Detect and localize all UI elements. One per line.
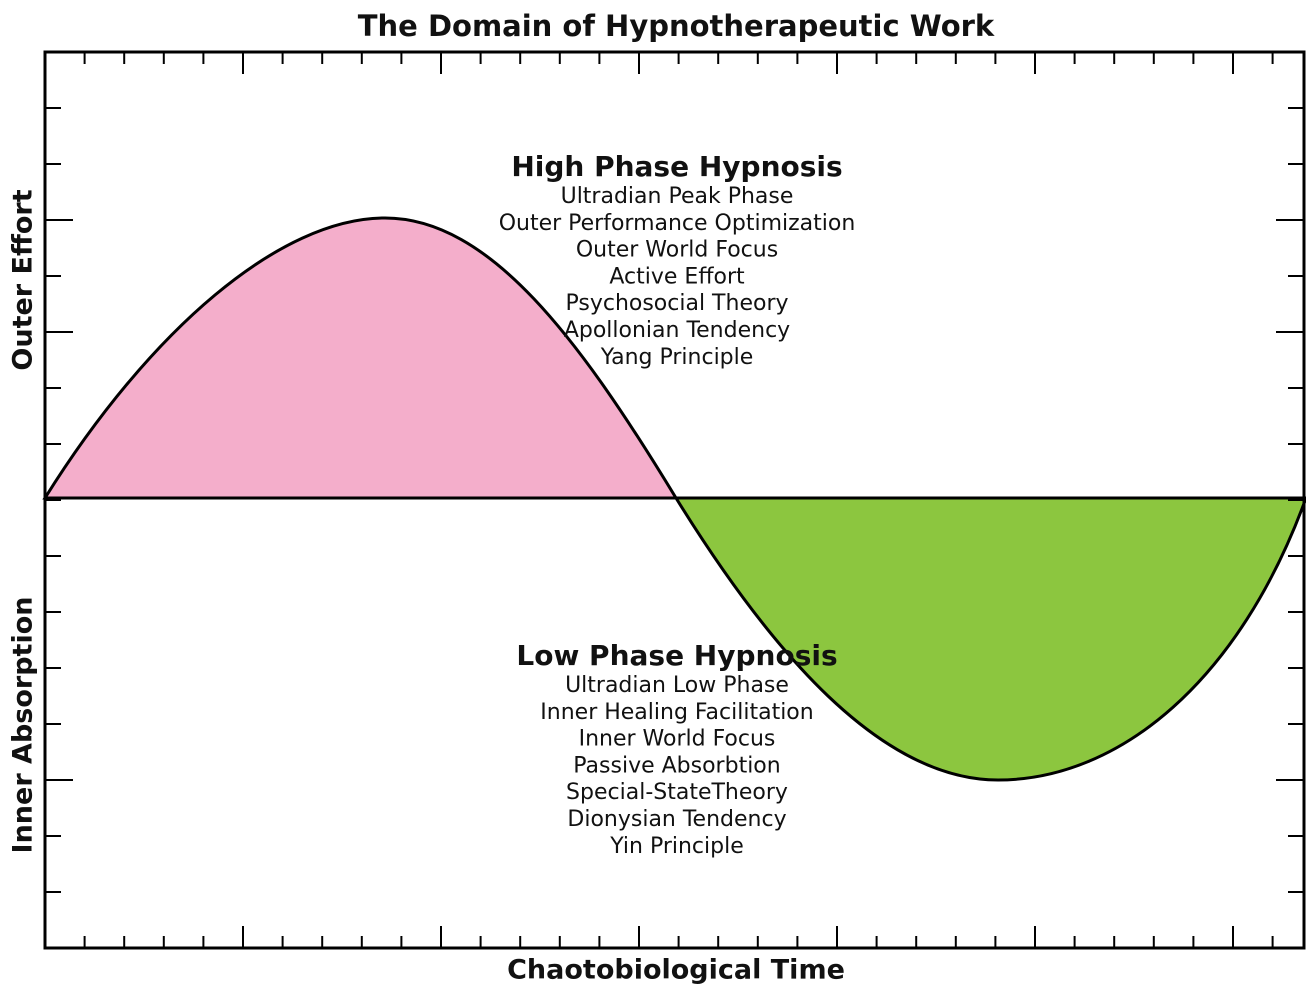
phase-line: Special-StateTheory — [566, 780, 788, 805]
y-axis-upper-label: Outer Effort — [8, 189, 39, 370]
high-phase-area — [42, 216, 679, 500]
low-phase-area — [673, 496, 1306, 782]
phase-line: Psychosocial Theory — [565, 291, 788, 316]
ticks — [44, 52, 1304, 948]
phase-line: Inner Healing Facilitation — [540, 700, 813, 725]
phase-line: Active Effort — [609, 264, 745, 289]
high-phase-heading: High Phase Hypnosis — [511, 150, 842, 183]
y-axis-lower-label: Inner Absorption — [8, 597, 39, 854]
title: The Domain of Hypnotherapeutic Work — [358, 9, 995, 43]
low-phase-heading: Low Phase Hypnosis — [516, 639, 837, 672]
phase-line: Outer World Focus — [576, 238, 778, 263]
phase-line: Passive Absorbtion — [573, 753, 780, 778]
phase-line: Inner World Focus — [579, 727, 776, 752]
phase-line: Outer Performance Optimization — [499, 211, 856, 236]
phase-line: Yin Principle — [609, 834, 744, 859]
phase-line: Apollonian Tendency — [564, 318, 790, 343]
x-axis-label: Chaotobiological Time — [507, 955, 845, 986]
phase-line: Yang Principle — [600, 345, 754, 370]
phase-line: Ultradian Low Phase — [565, 673, 789, 698]
phase-line: Dionysian Tendency — [567, 807, 786, 832]
phase-line: Ultradian Peak Phase — [561, 184, 794, 209]
